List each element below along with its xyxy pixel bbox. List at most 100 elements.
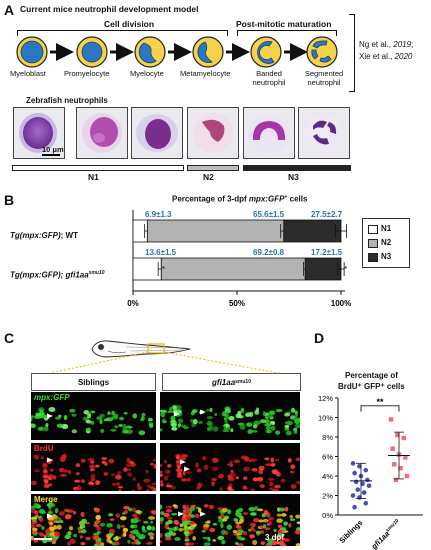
dot-y-tick-label-1: 2%: [322, 492, 333, 501]
legend-swatch-n1: [368, 225, 378, 234]
legend-swatch-n3: [368, 253, 378, 262]
x-tick-label-100: 100%: [331, 299, 351, 308]
fluorescence-brdu-mutant: [160, 443, 300, 491]
panel-b-title-prefix: Percentage of 3-dpf: [172, 194, 249, 204]
post-mitotic-bracket: [237, 30, 337, 36]
value-label-row2-n1: 13.6±1.5: [145, 248, 177, 257]
value-label-row1-n1: 6.9±1.3: [145, 210, 172, 219]
dot-1-11: [350, 493, 356, 498]
panel-b-title-suffix: cells: [287, 194, 308, 204]
channel-label-gfp: mpx:GFP: [34, 393, 70, 402]
dot-2-9: [393, 477, 398, 483]
column-header-mutant: gfi1aa smu10: [162, 373, 301, 391]
white-arrowhead-icon: [47, 513, 53, 519]
image-scale-bar: [34, 538, 52, 540]
myeloblast-cell: [16, 36, 48, 68]
white-arrowhead-icon: [184, 466, 190, 472]
bar-row-label-wt: Tg(mpx:GFP); WT: [10, 231, 78, 240]
dot-1-7: [360, 481, 365, 487]
white-arrowhead-icon: [200, 511, 206, 517]
dot-1-10: [361, 490, 367, 495]
myelocyte-cell: [134, 36, 166, 68]
stage-segmented-neutrophil: Segmented neutrophil: [304, 69, 344, 87]
bar-row-label-mutant-prefix: Tg(mpx:GFP); gfi1aa: [10, 270, 89, 280]
panel-b-letter: B: [4, 192, 15, 208]
bar-segment-n3-row1: [283, 219, 342, 243]
white-arrowhead-icon: [174, 411, 180, 417]
neutrophil-image-4: [187, 107, 239, 159]
white-arrowhead-icon: [47, 413, 53, 419]
dot-2-8: [404, 473, 410, 479]
fluorescence-gfp-siblings-signal: [31, 407, 154, 436]
legend-label-n1: N1: [381, 224, 392, 233]
reference-xie-authors: Xie et al.,: [359, 52, 395, 61]
x-tick-label-50: 50%: [229, 299, 245, 308]
significance-bracket: [360, 405, 400, 412]
reference-xie-year: 2020: [394, 52, 413, 61]
group-label-n2: N2: [203, 172, 214, 182]
fluorescence-brdu-siblings: [31, 443, 156, 491]
dot-1-1: [357, 463, 362, 469]
stage-banded-neutrophil: Banded neutrophil: [252, 69, 286, 87]
panel-d-title-line2: BrdU⁺ GFP⁺ cells: [338, 382, 405, 391]
zebrafish-larva-icon: [91, 340, 191, 358]
white-arrowhead-icon: [200, 409, 206, 415]
timepoint-label: 3 dpf: [265, 533, 285, 542]
reference-ng-year: 2019: [393, 40, 412, 49]
significance-mark-n1: *: [162, 265, 165, 274]
dot-1-5: [365, 477, 370, 483]
dot-x-label-mutant: gfi1aasmu10: [369, 518, 403, 550]
reference-ng-authors: Ng et al.,: [359, 40, 394, 49]
fluorescence-merge-mutant: [160, 494, 300, 546]
fluorescence-brdu-siblings-signal: [31, 453, 156, 491]
banded-neutrophil-cell: [250, 36, 282, 68]
fluorescence-merge-mutant-signal: [160, 504, 300, 546]
dot-y-tick-label-3: 6%: [322, 453, 333, 462]
dot-y-tick-label-6: 12%: [318, 394, 333, 403]
dot-2-2: [401, 435, 406, 441]
neutrophil-image-6: [298, 107, 350, 159]
significance-mark-n3: *: [344, 265, 347, 274]
segmented-neutrophil-cell: [306, 36, 338, 68]
group-bar-n2: [187, 165, 239, 171]
dot-y-tick-label-4: 8%: [322, 433, 333, 442]
neutrophil-image-2: [76, 107, 128, 159]
column-header-mutant-sup: smu10: [235, 379, 251, 385]
zoom-lines: [31, 351, 301, 378]
group-label-n3: N3: [288, 172, 299, 182]
dot-2-1: [395, 432, 400, 438]
fluorescence-brdu-mutant-signal: [160, 453, 300, 491]
dot-2-3: [390, 446, 395, 451]
reference-xie: Xie et al., 2020: [359, 52, 412, 61]
dot-2-0: [388, 417, 394, 422]
legend-label-n3: N3: [381, 252, 392, 261]
scale-bar-label: 10 μm: [42, 145, 64, 154]
column-header-siblings: Siblings: [31, 373, 156, 391]
panel-d-letter: D: [314, 330, 325, 346]
channel-label-merge: Merge: [34, 495, 58, 504]
fluorescence-gfp-mutant-signal: [160, 404, 300, 436]
panel-d-title-line1: Percentage of: [345, 371, 398, 380]
bar-row-label-wt-prefix: Tg(mpx:GFP): [10, 231, 61, 240]
reference-ng: Ng et al., 2019;: [359, 40, 413, 49]
promyelocyte-cell: [76, 36, 108, 68]
panel-a-letter: A: [4, 2, 15, 18]
white-arrowhead-icon: [47, 457, 53, 463]
reference-ng-sep: ;: [411, 40, 414, 49]
x-tick-label-0: 0%: [127, 299, 139, 308]
significance-stars: **: [376, 397, 384, 407]
legend-box: N1 N2 N3: [362, 218, 410, 268]
group-bar-n3: [243, 165, 351, 171]
panel-b-title: Percentage of 3-dpf mpx:GFP+ cells: [172, 194, 308, 204]
dot-1-14: [352, 504, 357, 510]
dot-1-2: [363, 467, 369, 473]
scale-bar: [42, 154, 60, 156]
bar-row-label-mutant-sup: smu10: [88, 270, 105, 276]
dot-1-9: [355, 487, 361, 492]
neutrophil-image-1: [13, 107, 65, 159]
neutrophil-stages-diagram: [16, 36, 338, 68]
bar-segment-n2-row2: [160, 257, 306, 281]
group-bar-n1: [12, 165, 184, 171]
fluorescence-gfp-siblings: [31, 392, 156, 440]
dot-y-tick-label-0: 0%: [322, 511, 333, 520]
